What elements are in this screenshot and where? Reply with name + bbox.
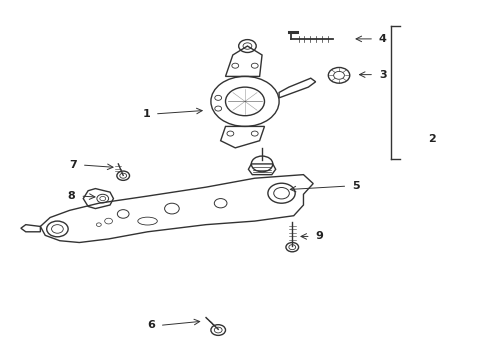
Text: 7: 7 (69, 160, 77, 170)
Text: 9: 9 (316, 231, 323, 242)
Text: 5: 5 (352, 181, 360, 191)
Text: 3: 3 (379, 69, 387, 80)
Text: 2: 2 (428, 134, 436, 144)
Text: 1: 1 (142, 109, 150, 119)
Text: 4: 4 (379, 34, 387, 44)
Text: 8: 8 (68, 191, 75, 201)
Text: 6: 6 (147, 320, 155, 330)
